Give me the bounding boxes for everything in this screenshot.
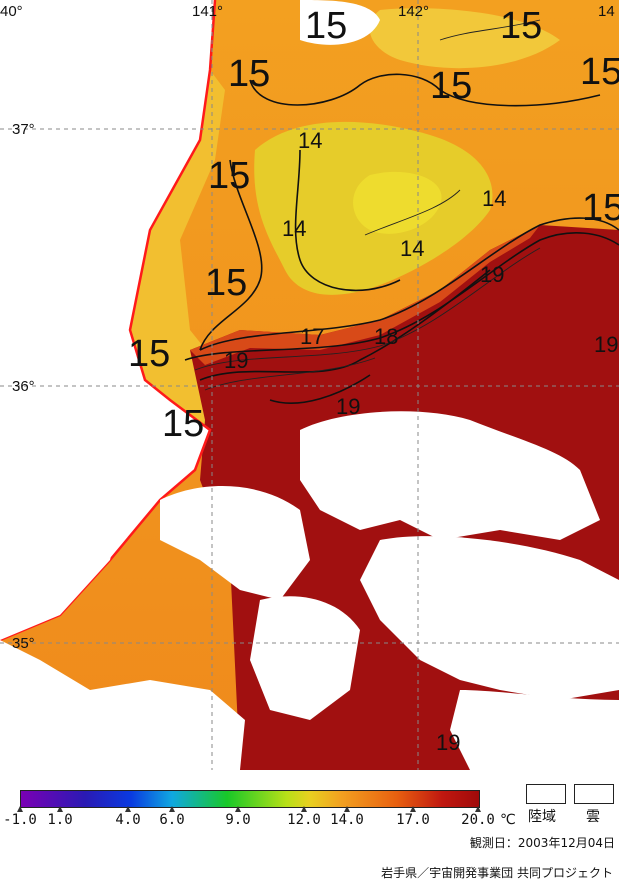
isotherm-label: 19 [224,348,248,373]
sea-area-14b [353,171,442,234]
isotherm-label: 15 [430,65,472,107]
tick-mark [17,806,23,812]
tick-mark [235,806,241,812]
land-key-label: 陸域 [528,809,556,825]
graticule [0,0,619,770]
isotherm-label: 17 [300,324,324,349]
isotherm-label: 18 [374,324,398,349]
isotherm-label: 15 [582,187,619,229]
lon-label-141: 141° [192,3,223,20]
credit-line: 岩手県／宇宙開発事業団 共同プロジェクト [381,866,613,880]
isotherm-label: 19 [336,394,360,419]
isotherm-label: 14 [298,128,322,153]
lat-label-36: 36° [12,378,35,395]
scale-tick-label: 4.0 [115,812,141,828]
lat-label-37: 37° [12,121,35,138]
sea-area-17 [190,225,540,365]
scale-tick-label: 17.0 [396,812,430,828]
scale-tick-label: 9.0 [225,812,251,828]
cloud-key-swatch [574,784,614,804]
scale-tick-label: 6.0 [159,812,185,828]
land-key-swatch [526,784,566,804]
cloud-key-label: 雲 [586,809,600,825]
isotherm-label: 15 [500,5,542,47]
isotherm-lines-thin [194,19,541,391]
isotherm-label: 19 [480,262,504,287]
cloud-areas [0,0,619,770]
isotherm-label: 14 [482,186,506,211]
tick-mark [57,806,63,812]
scale-unit: ℃ [500,812,516,828]
isotherm-label: 15 [128,333,170,375]
scale-tick-label: -1.0 [3,812,37,828]
sst-map: 40° 141° 142° 14 37° 36° 35° 15 15 15 15… [0,0,619,770]
lat-label-35: 35° [12,635,35,652]
isotherm-label: 15 [162,403,204,445]
scale-tick-label: 12.0 [287,812,321,828]
lon-label-143: 14 [598,3,615,20]
sea-area-14c [369,8,560,69]
land-honshu [0,0,215,640]
legend: -1.0 1.0 4.0 6.0 9.0 12.0 14.0 17.0 20.0… [0,770,619,881]
isotherm-label: 14 [400,236,424,261]
tick-mark [169,806,175,812]
observation-date: 観測日：2003年12月04日 [469,836,615,850]
lon-label-142: 142° [398,3,429,20]
isotherm-label: 15 [305,5,347,47]
isotherm-lines [184,73,619,404]
tick-mark [475,806,481,812]
isotherm-label: 15 [228,53,270,95]
scale-tick-label: 1.0 [47,812,73,828]
tick-mark [410,806,416,812]
coastal-band [130,70,230,430]
lon-label-140: 40° [0,3,23,20]
isotherm-label: 15 [208,155,250,197]
tick-mark [125,806,131,812]
scale-tick-label: 20.0 [461,812,495,828]
tick-mark [344,806,350,812]
color-scale-bar [20,790,480,808]
isotherm-label: 19 [594,332,618,357]
isotherm-label: 14 [282,216,306,241]
isotherm-label: 15 [580,51,619,93]
isotherm-label: 19 [436,730,460,755]
tick-mark [301,806,307,812]
scale-tick-label: 14.0 [330,812,364,828]
isotherm-label: 15 [205,262,247,304]
